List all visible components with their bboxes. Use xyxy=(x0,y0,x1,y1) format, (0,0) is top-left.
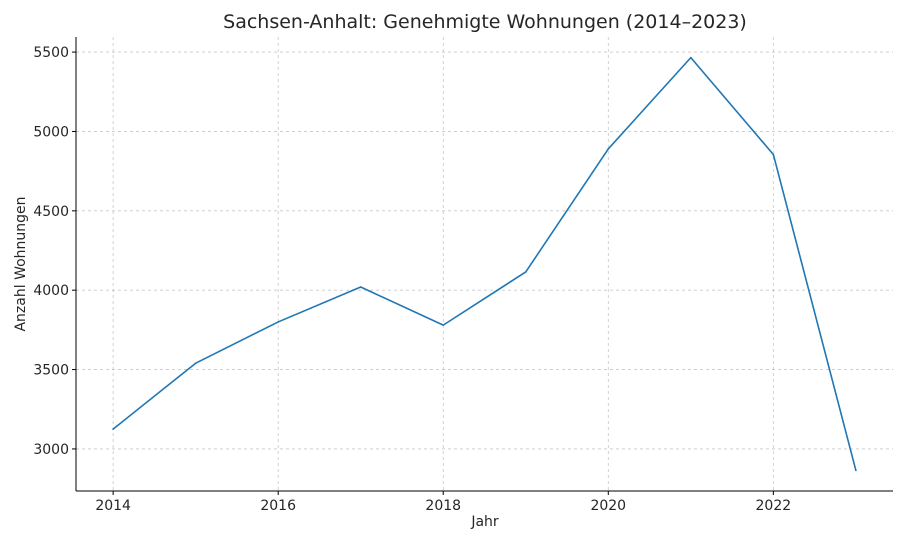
tick-marks-and-labels: 2014 2016 2018 2020 2022 3000 3500 4000 4500 5000… xyxy=(33,45,791,514)
y-tick-label: 4500 xyxy=(33,204,69,220)
data-point xyxy=(607,148,610,150)
x-tick-label: 2018 xyxy=(425,498,461,514)
y-tick-label: 4000 xyxy=(33,283,69,299)
x-tick-label: 2022 xyxy=(756,498,792,514)
data-point xyxy=(277,321,279,323)
data-point xyxy=(112,428,114,430)
y-tick-label: 5500 xyxy=(33,45,69,61)
y-axis-label: Anzahl Wohnungen xyxy=(13,196,29,331)
x-tick-label: 2014 xyxy=(95,498,131,514)
data-point xyxy=(442,324,445,326)
x-tick-label: 2020 xyxy=(590,498,626,514)
data-point xyxy=(194,362,197,365)
series-line xyxy=(112,56,857,472)
data-point xyxy=(524,271,527,273)
y-tick-label: 3000 xyxy=(33,442,69,458)
x-tick-label: 2016 xyxy=(260,498,296,514)
data-point xyxy=(855,469,857,472)
axes xyxy=(75,37,893,492)
grid-lines xyxy=(76,37,893,491)
data-point xyxy=(690,56,692,59)
y-tick-label: 3500 xyxy=(33,363,69,379)
data-point xyxy=(772,153,775,156)
y-tick-label: 5000 xyxy=(33,124,69,140)
chart-title: Sachsen-Anhalt: Genehmigte Wohnungen (20… xyxy=(223,11,747,33)
data-series xyxy=(112,56,857,472)
x-axis-label: Jahr xyxy=(470,514,499,530)
data-point xyxy=(359,286,362,288)
